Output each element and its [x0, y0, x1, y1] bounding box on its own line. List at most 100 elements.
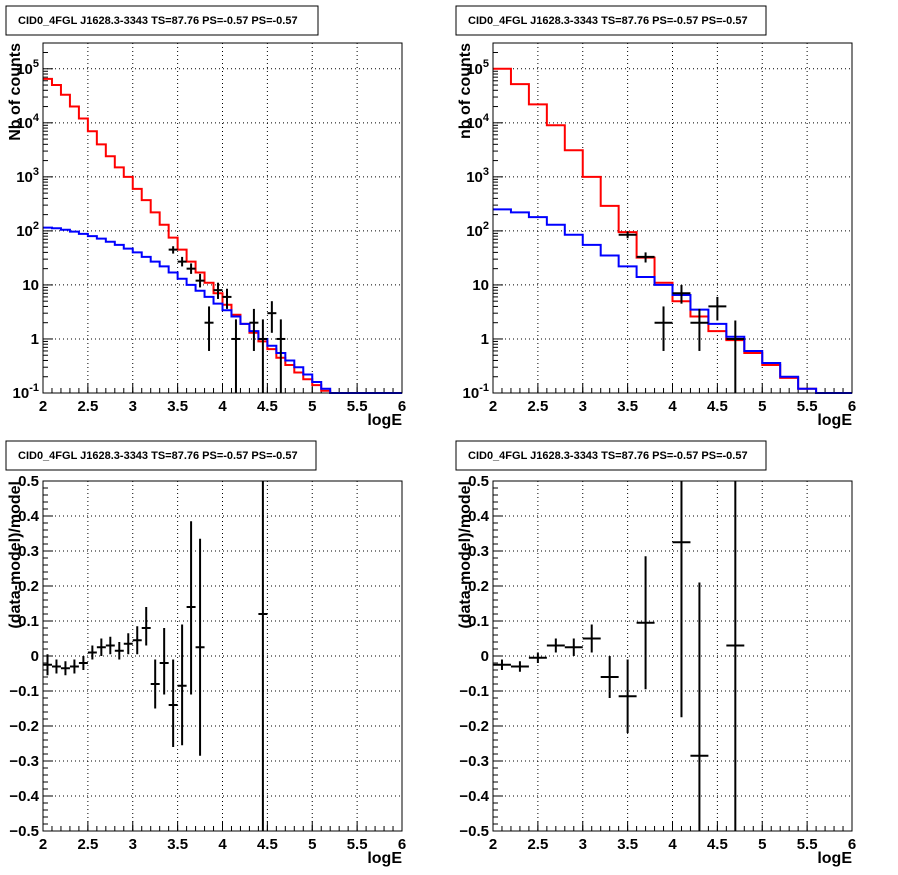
x-tick-label: 5.5 [347, 398, 368, 415]
y-tick-label: 10-1 [13, 382, 39, 402]
x-tick-label: 2 [489, 398, 497, 415]
x-tick-label: 4.5 [257, 836, 278, 853]
y-tick-label: 0.3 [468, 543, 489, 560]
y-axis-label: nb of counts [457, 43, 474, 139]
y-tick-label: 0.5 [18, 473, 39, 490]
y-tick-label: −0.5 [9, 823, 39, 840]
y-tick-label: −0.4 [9, 788, 39, 805]
pad-title: CID0_4FGL J1628.3-3343 TS=87.76 PS=-0.57… [18, 15, 298, 27]
y-tick-label: 104 [466, 112, 490, 132]
x-tick-label: 2.5 [77, 398, 98, 415]
y-axis-label: Nb of counts [7, 43, 24, 141]
x-tick-label: 3.5 [617, 398, 638, 415]
y-tick-label: 10 [22, 277, 39, 294]
y-tick-label: 103 [16, 166, 39, 186]
y-tick-label: 104 [16, 112, 40, 132]
x-tick-label: 2 [39, 398, 47, 415]
x-tick-label: 3 [579, 398, 587, 415]
model-background-histogram [43, 226, 402, 394]
pad-title-box [5, 440, 317, 471]
y-tick-label: 0.1 [468, 613, 489, 630]
y-tick-label: 0.4 [18, 508, 40, 525]
plot-frame [42, 480, 403, 832]
y-tick-label: −0.2 [459, 718, 489, 735]
x-axis-label: logE [817, 850, 852, 867]
x-axis-label: logE [367, 850, 402, 867]
x-tick-label: 4 [668, 836, 677, 853]
x-tick-label: 6 [398, 398, 406, 415]
x-tick-label: 6 [398, 836, 406, 853]
y-tick-label: 0.3 [18, 543, 39, 560]
chart-panel-2: CID0_4FGL J1628.3-3343 TS=87.76 PS=-0.57… [455, 5, 856, 429]
y-tick-label: −0.3 [459, 753, 489, 770]
y-tick-label: 0.4 [468, 508, 490, 525]
pad-title-box [5, 5, 319, 36]
y-tick-label: 105 [466, 58, 489, 78]
x-tick-label: 2.5 [527, 836, 548, 853]
y-axis-label: (data-model)/model [7, 481, 24, 629]
plot-frame [42, 42, 403, 394]
y-tick-label: 0.2 [18, 578, 39, 595]
x-tick-label: 4 [218, 836, 227, 853]
x-tick-label: 3.5 [167, 398, 188, 415]
model-total-histogram [493, 67, 852, 394]
chart-panel-1: CID0_4FGL J1628.3-3343 TS=87.76 PS=-0.57… [5, 5, 406, 429]
pad-title: CID0_4FGL J1628.3-3343 TS=87.76 PS=-0.57… [468, 15, 748, 27]
plot-frame [492, 42, 853, 394]
y-tick-label: 10-1 [463, 382, 489, 402]
y-axis-label: (data-model)/model [457, 481, 474, 629]
pad-title-box [455, 5, 767, 36]
y-tick-label: 0.5 [468, 473, 489, 490]
model-total-histogram [43, 77, 402, 394]
x-tick-label: 5.5 [797, 398, 818, 415]
y-tick-label: 0.1 [18, 613, 39, 630]
y-tick-label: 102 [16, 220, 39, 240]
y-tick-label: −0.1 [459, 683, 489, 700]
chart-panel-3: CID0_4FGL J1628.3-3343 TS=87.76 PS=-0.57… [5, 440, 406, 867]
x-tick-label: 3.5 [167, 836, 188, 853]
x-tick-label: 6 [848, 836, 856, 853]
y-tick-label: 10 [472, 277, 489, 294]
x-tick-label: 5 [758, 836, 766, 853]
x-tick-label: 4 [218, 398, 227, 415]
y-tick-label: 103 [466, 166, 489, 186]
x-tick-label: 4 [668, 398, 677, 415]
x-tick-label: 6 [848, 398, 856, 415]
x-tick-label: 3 [579, 836, 587, 853]
x-tick-label: 2 [39, 836, 47, 853]
x-tick-label: 4.5 [707, 836, 728, 853]
y-tick-label: −0.2 [9, 718, 39, 735]
x-tick-label: 5.5 [797, 836, 818, 853]
x-axis-label: logE [817, 412, 852, 429]
x-tick-label: 4.5 [257, 398, 278, 415]
y-tick-label: −0.3 [9, 753, 39, 770]
x-axis-label: logE [367, 412, 402, 429]
plot-frame [492, 480, 853, 832]
y-tick-label: −0.4 [459, 788, 489, 805]
y-tick-label: 0 [31, 648, 39, 665]
x-tick-label: 2.5 [77, 836, 98, 853]
y-tick-label: 1 [481, 331, 489, 348]
x-tick-label: 2 [489, 836, 497, 853]
x-tick-label: 3 [129, 398, 137, 415]
x-tick-label: 2.5 [527, 398, 548, 415]
y-tick-label: 105 [16, 58, 39, 78]
x-tick-label: 3.5 [617, 836, 638, 853]
x-tick-label: 5 [308, 836, 316, 853]
x-tick-label: 4.5 [707, 398, 728, 415]
x-tick-label: 5 [308, 398, 316, 415]
y-tick-label: 102 [466, 220, 489, 240]
chart-panel-4: CID0_4FGL J1628.3-3343 TS=87.76 PS=-0.57… [455, 440, 856, 867]
x-tick-label: 3 [129, 836, 137, 853]
x-tick-label: 5.5 [347, 836, 368, 853]
pad-title: CID0_4FGL J1628.3-3343 TS=87.76 PS=-0.57… [468, 450, 748, 462]
x-tick-label: 5 [758, 398, 766, 415]
pad-title-box [455, 440, 767, 471]
y-tick-label: −0.1 [9, 683, 39, 700]
y-tick-label: −0.5 [459, 823, 489, 840]
y-tick-label: 0 [481, 648, 489, 665]
y-tick-label: 1 [31, 331, 39, 348]
y-tick-label: 0.2 [468, 578, 489, 595]
model-background-histogram [493, 208, 852, 394]
